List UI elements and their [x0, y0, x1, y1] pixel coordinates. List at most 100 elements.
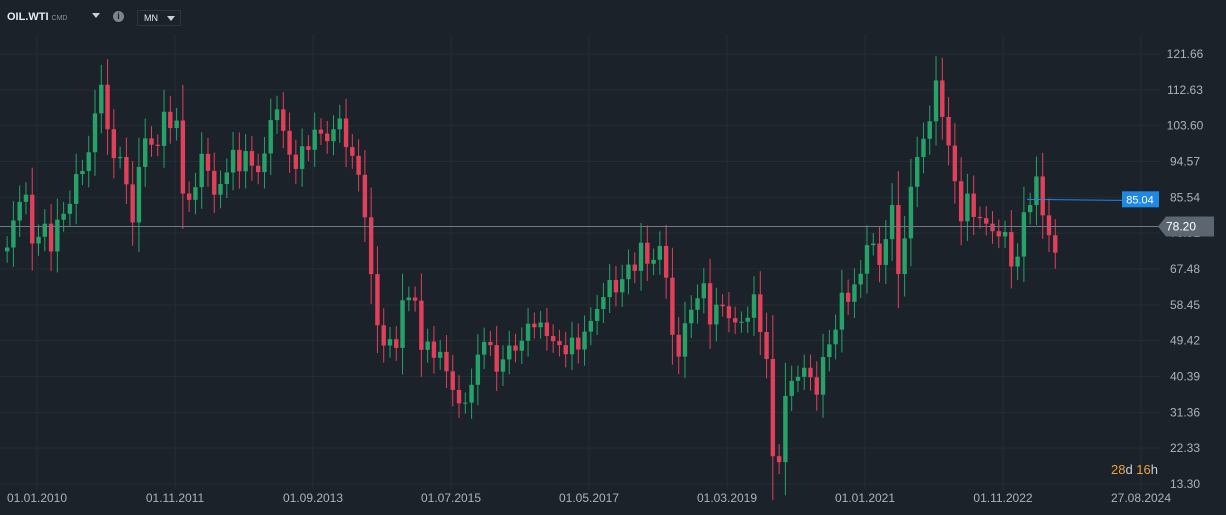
candle-body: [11, 220, 16, 248]
candle-body: [161, 111, 167, 146]
candle-body: [274, 109, 280, 121]
candle-body: [538, 322, 543, 328]
chart-toolbar: OIL.WTI CMD i MN: [0, 0, 1226, 34]
candle-body: [387, 339, 393, 346]
candle-body: [1009, 232, 1014, 267]
candle-body: [224, 172, 230, 184]
candle-body: [576, 337, 581, 350]
candle-body: [262, 153, 267, 173]
candle-body: [582, 331, 587, 350]
candle-body: [626, 264, 631, 280]
candle-body: [130, 184, 135, 223]
candle-body: [117, 157, 123, 159]
candle-body: [864, 245, 870, 274]
level-badge: [1122, 191, 1159, 208]
candle-body: [676, 334, 681, 357]
candle-body: [199, 153, 204, 188]
candle-body: [726, 306, 732, 319]
candle-body: [419, 300, 424, 350]
candle-body: [412, 297, 418, 301]
chevron-down-icon[interactable]: [92, 13, 100, 18]
candle-body: [720, 304, 725, 307]
candle-body: [933, 80, 939, 122]
candle-body: [368, 217, 374, 275]
y-tick-label: 67.48: [1170, 262, 1200, 276]
candle-body: [312, 129, 317, 150]
candle-body: [230, 149, 236, 173]
candle-body: [914, 157, 920, 187]
candle-body: [23, 194, 29, 202]
candle-body: [237, 149, 242, 172]
candle-body: [1015, 256, 1020, 267]
candle-body: [155, 144, 160, 146]
candle-body: [632, 264, 637, 271]
candle-body: [544, 322, 550, 336]
info-icon[interactable]: i: [113, 11, 124, 22]
candle-body: [550, 335, 556, 342]
candle-body: [362, 174, 368, 218]
x-tick-label: 01.03.2019: [697, 491, 757, 505]
candle-body: [218, 184, 223, 195]
candle-body: [507, 345, 512, 360]
candle-body: [325, 133, 330, 142]
y-tick-label: 121.66: [1167, 47, 1204, 61]
candle-body: [714, 304, 719, 325]
candle-body: [500, 359, 506, 372]
candle-body: [55, 219, 60, 252]
candle-body: [463, 402, 468, 404]
candle-body: [588, 320, 594, 332]
candle-body: [833, 329, 838, 345]
candle-body: [1046, 215, 1052, 236]
candle-body: [61, 213, 66, 220]
candle-body: [1027, 205, 1033, 213]
candle-body: [431, 341, 437, 358]
candle-body: [776, 456, 782, 463]
candle-body: [657, 245, 663, 260]
candle-body: [883, 239, 889, 265]
candle-body: [984, 218, 989, 224]
y-tick-label: 85.54: [1170, 190, 1200, 204]
candle-body: [337, 118, 342, 130]
symbol-selector[interactable]: OIL.WTI CMD: [7, 11, 68, 23]
x-tick-label: 01.11.2011: [146, 491, 205, 505]
candle-body: [99, 84, 104, 114]
y-tick-label: 58.45: [1170, 298, 1200, 312]
candle-body: [268, 120, 273, 154]
y-tick-label: 112.63: [1167, 83, 1203, 97]
candle-body: [871, 243, 876, 246]
candle-body: [940, 80, 945, 117]
candle-body: [795, 376, 801, 381]
candle-body: [143, 138, 148, 167]
candle-body: [952, 145, 958, 182]
candle-body: [425, 341, 430, 350]
x-tick-label: 01.01.2021: [835, 491, 895, 505]
candle-body: [174, 120, 179, 129]
timeframe-select[interactable]: MN: [137, 10, 181, 26]
candle-body: [42, 223, 47, 237]
candle-body: [205, 153, 211, 171]
candle-body: [764, 332, 769, 359]
candle-body: [105, 84, 110, 130]
candle-body: [607, 280, 612, 298]
y-tick-label: 94.57: [1170, 155, 1200, 169]
candle-body: [4, 247, 10, 252]
candle-body: [921, 138, 926, 158]
candle-body: [343, 118, 349, 148]
candle-body: [594, 309, 600, 321]
candle-body: [456, 389, 462, 404]
candle-body: [682, 323, 688, 357]
y-tick-label: 49.42: [1170, 334, 1200, 348]
candle-body: [375, 274, 380, 326]
candle-body: [111, 129, 117, 159]
candle-body: [1002, 232, 1008, 237]
candle-body: [808, 367, 813, 378]
candle-body: [1053, 235, 1058, 253]
candle-body: [450, 371, 455, 390]
y-tick-label: 40.39: [1170, 370, 1200, 384]
x-tick-label: 01.01.2010: [7, 491, 67, 505]
candle-body: [996, 231, 1001, 237]
y-tick-label: 31.36: [1170, 405, 1200, 419]
candle-body: [124, 157, 129, 185]
y-tick-label: 103.60: [1167, 119, 1204, 133]
